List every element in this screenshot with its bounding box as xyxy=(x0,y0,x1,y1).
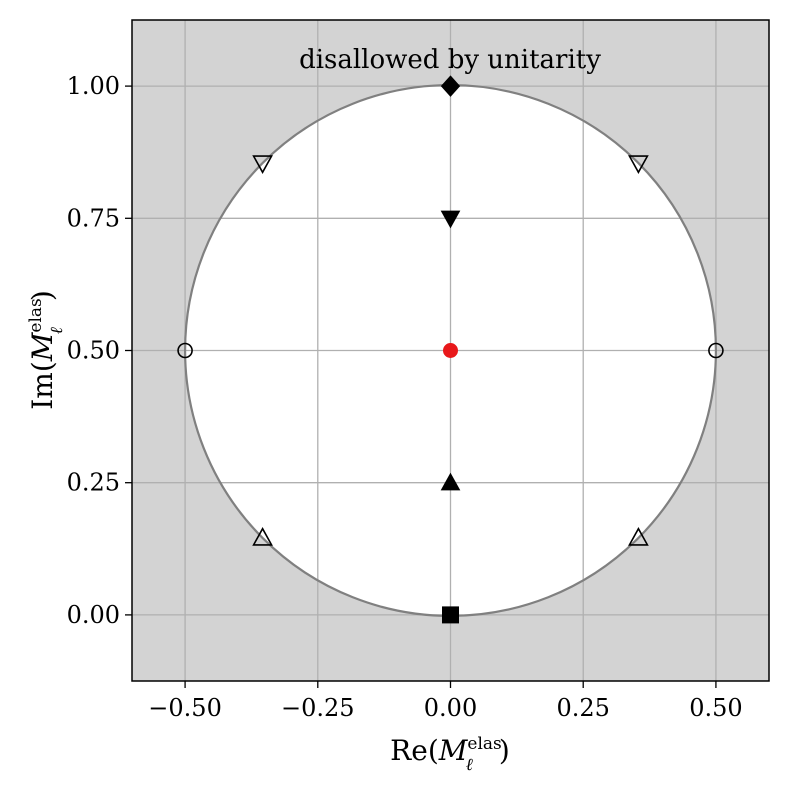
x-tick-label: −0.25 xyxy=(281,694,355,722)
x-axis-title: Re(Melas ℓ) xyxy=(390,734,510,775)
y-tick-label: 0.75 xyxy=(67,204,120,232)
marker-triangle-down-2 xyxy=(252,155,273,174)
marker-triangle-down-3 xyxy=(628,155,649,174)
marker-circle-5 xyxy=(708,342,724,359)
marker-triangle-up-7 xyxy=(440,472,461,491)
x-tick-label: 0.25 xyxy=(556,694,609,722)
plot-area xyxy=(131,19,770,682)
y-tick-label: 0.50 xyxy=(67,337,120,365)
marker-triangle-up-9 xyxy=(628,527,649,546)
marker-circle-6 xyxy=(443,343,458,358)
y-tick-label: 1.00 xyxy=(67,72,120,100)
marker-diamond-0 xyxy=(440,75,461,97)
y-tick-label: 0.00 xyxy=(67,601,120,629)
y-axis-title: Im(Melasℓ) xyxy=(26,290,67,410)
marker-triangle-up-8 xyxy=(252,527,273,546)
disallowed-annotation: disallowed by unitarity xyxy=(299,45,601,75)
x-axis-ticks: −0.50 −0.25 0.00 0.25 0.50 xyxy=(148,681,743,722)
data-markers xyxy=(177,75,724,624)
y-axis-ticks: 0.00 0.25 0.50 0.75 1.00 xyxy=(67,72,132,629)
x-tick-label: −0.50 xyxy=(148,694,222,722)
y-tick-label: 0.25 xyxy=(67,469,120,497)
marker-circle-4 xyxy=(177,342,193,359)
marker-square-10 xyxy=(442,606,459,624)
x-tick-label: 0.00 xyxy=(424,694,477,722)
marker-triangle-down-1 xyxy=(440,210,461,229)
x-tick-label: 0.50 xyxy=(689,694,742,722)
